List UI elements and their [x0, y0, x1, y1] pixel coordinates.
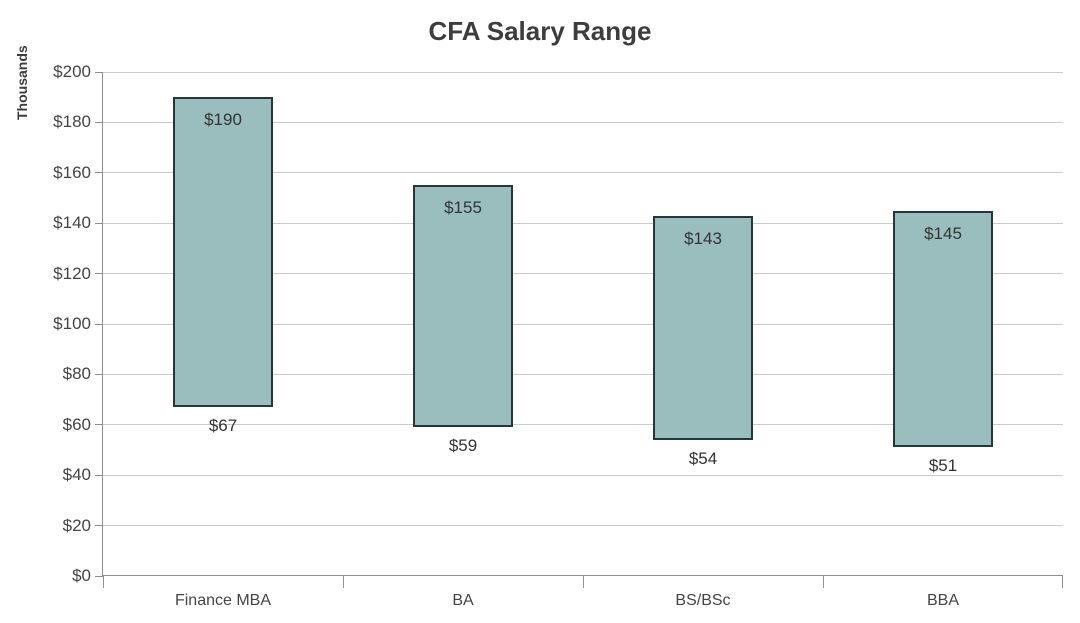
y-tick-label: $20 — [62, 515, 91, 535]
gridline — [103, 323, 1063, 325]
y-axis-tick — [95, 273, 103, 275]
bar-min-label: $51 — [928, 456, 958, 476]
y-axis-tick — [95, 323, 103, 325]
y-axis-tick — [95, 474, 103, 476]
bar-max-label: $143 — [684, 228, 722, 248]
x-axis-line — [103, 575, 1063, 576]
gridline — [103, 474, 1063, 476]
gridline — [103, 172, 1063, 174]
range-bar — [413, 185, 513, 428]
y-axis-tick — [95, 424, 103, 426]
y-tick-label: $80 — [62, 364, 91, 384]
y-tick-label: $0 — [72, 566, 91, 585]
y-tick-label: $40 — [62, 465, 91, 485]
range-bar — [653, 215, 753, 440]
gridline — [103, 424, 1063, 426]
x-category-label: Finance MBA — [174, 592, 272, 609]
plot-area: $0 $20 $40 $60 $80 $100 $120 $140 $160 $180 $200 $1… — [53, 62, 1063, 609]
y-tick-label: $160 — [53, 162, 91, 182]
y-axis-tick — [95, 525, 103, 527]
y-tick-label: $180 — [53, 112, 91, 132]
y-tick-label: $100 — [53, 314, 91, 333]
bar-max-label: $145 — [924, 223, 962, 243]
bar-max-label: $155 — [444, 198, 482, 218]
x-axis-tick — [343, 576, 344, 588]
y-tick-label: $60 — [62, 414, 91, 434]
x-category-label: BA — [452, 592, 474, 609]
range-bar — [893, 210, 993, 448]
x-category-label: BBA — [926, 592, 959, 609]
gridline — [103, 525, 1063, 527]
y-tick-label: $140 — [53, 213, 91, 233]
x-axis-tick — [583, 576, 584, 588]
x-axis-tick — [823, 576, 824, 588]
gridline — [103, 273, 1063, 275]
gridline — [103, 71, 1063, 73]
bar-min-label: $54 — [688, 448, 718, 468]
y-axis-tick — [95, 575, 103, 577]
y-axis-tick — [95, 373, 103, 375]
y-tick-label: $120 — [53, 263, 91, 283]
x-category-label: BS/BSc — [675, 592, 731, 609]
bar-max-label: $190 — [204, 110, 242, 130]
chart-title: CFA Salary Range — [428, 16, 652, 46]
gridline — [103, 222, 1063, 224]
gridline — [103, 373, 1063, 375]
gridline — [103, 121, 1063, 123]
range-bar — [173, 97, 273, 408]
x-axis-tick — [1062, 576, 1063, 588]
y-axis-tick — [95, 71, 103, 73]
x-axis-tick — [103, 576, 104, 588]
y-axis-tick — [95, 222, 103, 224]
bar-min-label: $67 — [208, 416, 238, 436]
y-axis-tick — [95, 172, 103, 174]
y-axis-tick — [95, 121, 103, 123]
bar-min-label: $59 — [448, 436, 478, 456]
y-tick-label: $200 — [53, 62, 91, 81]
